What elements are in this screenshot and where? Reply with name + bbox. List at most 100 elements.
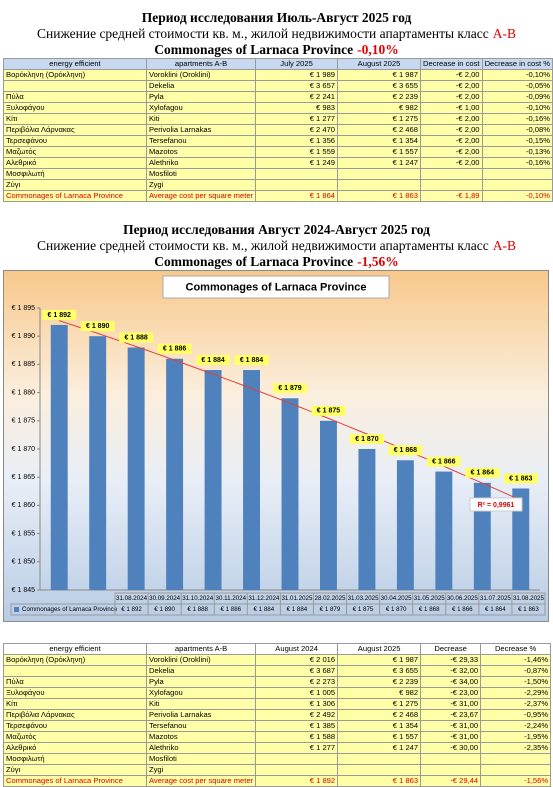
data-label-box xyxy=(80,321,115,332)
x-tick-label: 31.08.2025 xyxy=(513,595,545,602)
y-tick-label: € 1 860 xyxy=(12,502,35,509)
y-tick-label: € 1 890 xyxy=(12,333,35,340)
bar xyxy=(166,358,184,590)
cell: Βορόκληνη (Ορόκληνη) xyxy=(3,654,147,666)
cell: Perivolia Larnakas xyxy=(145,124,257,136)
bar xyxy=(243,370,260,590)
x-tick-label: 31.07.2025 xyxy=(480,595,512,602)
header-cell: July 2025 xyxy=(255,58,339,70)
cell: € 3 655 xyxy=(337,80,421,92)
cell: € 1 306 xyxy=(255,698,339,710)
cell: -€ 2,00 xyxy=(419,91,483,103)
bar xyxy=(435,471,453,590)
cell: -€ 30,00 xyxy=(420,742,482,754)
x-tick-label: 31.03.2025 xyxy=(348,595,380,602)
cell: € 1 005 xyxy=(255,687,339,699)
cell: Dekelia xyxy=(145,665,257,677)
cell: -€ 1,89 xyxy=(419,190,483,202)
cell: -2,35% xyxy=(480,742,552,754)
subtitle-highlight: A-B xyxy=(492,238,516,253)
chart-title: Commonages of Larnaca Province xyxy=(186,281,367,293)
cell: -€ 1,00 xyxy=(419,102,483,114)
data-label: € 1 875 xyxy=(317,408,340,415)
row: Μαζωτός Mazotos € 1 559 € 1 557 -€ 2,00 -0,13… xyxy=(3,146,553,158)
subtitle-line: Снижение средней стоимости кв. м., жилой… xyxy=(0,238,553,254)
cell: € 1 277 xyxy=(255,742,339,754)
data-label: € 1 870 xyxy=(355,436,378,443)
cell: € 2 492 xyxy=(255,709,339,721)
cell: -0,10% xyxy=(481,190,553,202)
row: Βορόκληνη (Ορόκληνη) Voroklini (Oroklini)… xyxy=(3,69,553,81)
cell: -€ 31,00 xyxy=(420,698,482,710)
cell: € 1 354 xyxy=(337,720,422,732)
header-cell: August 2024 xyxy=(255,643,339,655)
cell: Tersefanou xyxy=(145,135,257,147)
cell xyxy=(420,764,482,776)
y-tick-label: € 1 865 xyxy=(12,474,35,481)
cell xyxy=(3,80,147,92)
cell: -€ 2,00 xyxy=(419,80,483,92)
cell: Περιβόλια Λάρνακας xyxy=(3,709,147,721)
cell: -2,37% xyxy=(480,698,552,710)
cell: Xylofagou xyxy=(145,687,257,699)
cell: -2,24% xyxy=(480,720,552,732)
cell: Αλεθρικό xyxy=(3,742,147,754)
cell xyxy=(337,764,422,776)
cell: € 2 016 xyxy=(255,654,339,666)
chart: Commonages of Larnaca Province € 1 845 € … xyxy=(3,270,549,622)
x-tick-label: 31.08.2024 xyxy=(116,595,148,602)
cell: € 983 xyxy=(255,102,339,114)
cell: € 2 468 xyxy=(337,709,422,721)
cell: Commonages of Larnaca Province xyxy=(3,190,147,202)
cell: € 2 470 xyxy=(255,124,339,136)
title-box xyxy=(162,275,390,299)
row: Τερσεφάνου Tersefanou € 1 356 € 1 354 -€ 2,0… xyxy=(3,135,553,147)
cell: € 2 239 xyxy=(337,91,421,103)
cell: Μοσφιλωτή xyxy=(3,168,147,180)
data-label-box xyxy=(157,343,192,354)
y-tick-label: € 1 875 xyxy=(12,418,35,425)
cell: Κίτι xyxy=(3,113,147,125)
row: Αλεθρικό Alethriko € 1 249 € 1 247 -€ 2,00 -0… xyxy=(3,157,553,169)
data-label-box xyxy=(426,456,461,467)
row: Μοσφιλωτή Mosfiloti xyxy=(3,753,552,765)
cell: € 1 356 xyxy=(255,135,339,147)
cell: Κίτι xyxy=(3,698,147,710)
cell: € 1 557 xyxy=(337,731,422,743)
header-row: energy efficient apartments A-B August 202… xyxy=(3,643,552,655)
data-label: € 1 884 xyxy=(240,357,263,364)
cell: Average cost per square meter xyxy=(145,190,257,202)
row: Ξυλοφάγου Xylofagou € 1 005 € 982 -€ 23,00 -2… xyxy=(3,687,552,699)
cell: Βορόκληνη (Ορόκληνη) xyxy=(3,69,147,81)
cell: Αλεθρικό xyxy=(3,157,147,169)
data-label: € 1 866 xyxy=(432,458,455,465)
data-label-box xyxy=(196,355,231,366)
cell: -0,16% xyxy=(481,157,553,169)
cell: Mosfiloti xyxy=(145,753,257,765)
cell: -€ 2,00 xyxy=(419,69,483,81)
cell: -0,09% xyxy=(481,91,553,103)
row: Κίτι Kiti € 1 277 € 1 275 -€ 2,00 -0,16% xyxy=(3,113,553,125)
cell: Pyla xyxy=(145,91,257,103)
bar xyxy=(50,324,68,590)
data-table-value: € 1 863 xyxy=(518,606,539,613)
header-cell: apartments A-B xyxy=(145,58,257,70)
cell: Kiti xyxy=(145,113,257,125)
cell: € 1 247 xyxy=(337,157,421,169)
row: Ξυλοφάγου Xylofagou € 983 € 982 -€ 1,00 -0,10… xyxy=(3,102,553,114)
data-table-value: € 1 868 xyxy=(419,606,440,613)
data-table-value: € 1 870 xyxy=(386,606,407,613)
cell xyxy=(337,168,421,180)
region-line: Commonages of Larnaca Province -0,10% xyxy=(0,42,553,58)
cell: -€ 31,00 xyxy=(420,731,482,743)
x-tick-label: 31.10.2024 xyxy=(182,595,214,602)
y-tick-label: € 1 850 xyxy=(12,559,35,566)
cell: € 1 987 xyxy=(337,654,422,666)
cell: Ξυλοφάγου xyxy=(3,687,147,699)
row: Πύλα Pyla € 2 273 € 2 239 -€ 34,00 -1,50% xyxy=(3,676,552,688)
region-change: -1,56% xyxy=(357,254,399,269)
region-line: Commonages of Larnaca Province -1,56% xyxy=(0,254,553,270)
row: Περιβόλια Λάρνακας Perivolia Larnakas € 2 … xyxy=(3,709,552,721)
cell: -0,13% xyxy=(481,146,553,158)
cell: -€ 23,67 xyxy=(420,709,482,721)
